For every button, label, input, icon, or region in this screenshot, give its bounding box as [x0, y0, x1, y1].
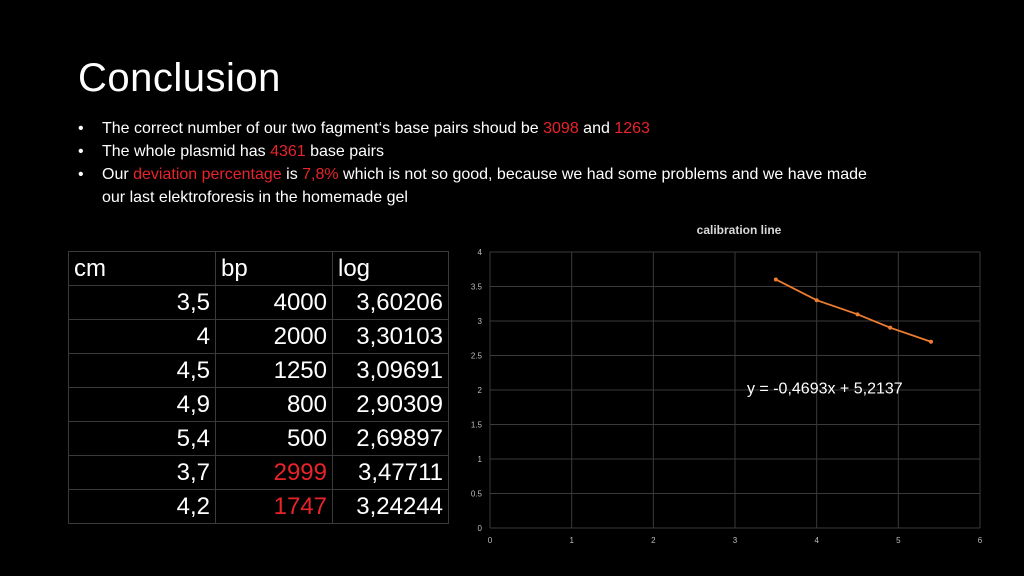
bullet-list: • The correct number of our two fagment‘s… [78, 117, 878, 209]
y-tick-label: 0 [478, 524, 483, 533]
cell-log: 3,47711 [332, 455, 449, 490]
page-title: Conclusion [78, 56, 281, 100]
bullet-text: and [578, 120, 615, 137]
cell-log: 3,24244 [332, 489, 449, 524]
highlight-text: 4361 [270, 143, 306, 160]
series-line [775, 278, 932, 343]
cell-log: 3,60206 [332, 285, 449, 320]
column-header: cm [68, 251, 216, 286]
data-point [814, 298, 819, 303]
highlight-text: 7,8% [302, 166, 339, 183]
y-tick-label: 4 [478, 248, 483, 257]
cell-bp: 500 [215, 421, 333, 456]
bullet-item: • The correct number of our two fagment‘s… [78, 117, 878, 140]
y-tick-label: 2 [478, 386, 483, 395]
x-tick-label: 6 [978, 536, 983, 545]
cell-log: 2,69897 [332, 421, 449, 456]
cell-bp: 1747 [215, 489, 333, 524]
data-point [773, 277, 778, 282]
cell-cm: 4 [68, 319, 216, 354]
bullet-text: is [281, 166, 303, 183]
table-header-row: cm bp log [68, 251, 449, 286]
calibration-chart: calibration line 0 0.5 1 1.5 2 2.5 3 3.5 4 0 1 2 3 4 5 6… [471, 223, 983, 545]
x-tick-label: 1 [569, 536, 574, 545]
cell-cm: 4,9 [68, 387, 216, 422]
y-tick-label: 2.5 [471, 352, 483, 361]
column-header: bp [215, 251, 333, 286]
bullet-text: which is not so good, because we had som… [102, 166, 867, 206]
table-row: 5,4 500 2,69897 [68, 421, 449, 456]
y-tick-label: 1.5 [471, 421, 483, 430]
cell-log: 3,30103 [332, 319, 449, 354]
table-row: 4,9 800 2,90309 [68, 387, 449, 422]
cell-log: 2,90309 [332, 387, 449, 422]
cell-bp: 4000 [215, 285, 333, 320]
bullet-dot-icon: • [78, 120, 84, 137]
chart-title: calibration line [697, 223, 782, 237]
bullet-text: The correct number of our two fagment‘s … [102, 120, 544, 137]
bullet-item: • Our deviation percentage is 7,8% which … [78, 163, 878, 209]
cell-cm: 4,5 [68, 353, 216, 388]
table-row: 4,5 1250 3,09691 [68, 353, 449, 388]
x-tick-label: 2 [651, 536, 656, 545]
bullet-dot-icon: • [78, 166, 84, 183]
x-tick-label: 3 [733, 536, 738, 545]
bullet-item: • The whole plasmid has 4361 base pairs [78, 140, 878, 163]
cell-cm: 4,2 [68, 489, 216, 524]
y-tick-label: 3.5 [471, 283, 483, 292]
cell-bp: 2999 [215, 455, 333, 490]
cell-bp: 800 [215, 387, 333, 422]
trendline-equation: y = -0,4693x + 5,2137 [747, 380, 903, 397]
cell-cm: 5,4 [68, 421, 216, 456]
highlight-text: 1263 [614, 120, 650, 137]
bullet-text: Our [102, 166, 134, 183]
data-point [888, 325, 893, 330]
x-tick-label: 5 [896, 536, 901, 545]
table-row: 3,5 4000 3,60206 [68, 285, 449, 320]
y-tick-label: 0.5 [471, 490, 483, 499]
y-tick-label: 3 [478, 317, 483, 326]
bullet-text: base pairs [305, 143, 384, 160]
table-row: 3,7 2999 3,47711 [68, 455, 449, 490]
calibration-table: cm bp log 3,5 4000 3,60206 4 2000 3,30103 4,5 1250… [68, 251, 449, 524]
x-tick-label: 4 [814, 536, 819, 545]
bullet-dot-icon: • [78, 143, 84, 160]
cell-cm: 3,7 [68, 455, 216, 490]
table-row: 4,2 1747 3,24244 [68, 489, 449, 524]
data-point [929, 339, 933, 344]
cell-bp: 1250 [215, 353, 333, 388]
cell-cm: 3,5 [68, 285, 216, 320]
x-tick-label: 0 [488, 536, 493, 545]
y-tick-label: 1 [478, 455, 483, 464]
highlight-text: deviation percentage [133, 166, 282, 183]
highlight-text: 3098 [543, 120, 579, 137]
data-point [855, 312, 860, 317]
table-row: 4 2000 3,30103 [68, 319, 449, 354]
bullet-text: The whole plasmid has [102, 143, 271, 160]
cell-log: 3,09691 [332, 353, 449, 388]
column-header: log [332, 251, 449, 286]
cell-bp: 2000 [215, 319, 333, 354]
